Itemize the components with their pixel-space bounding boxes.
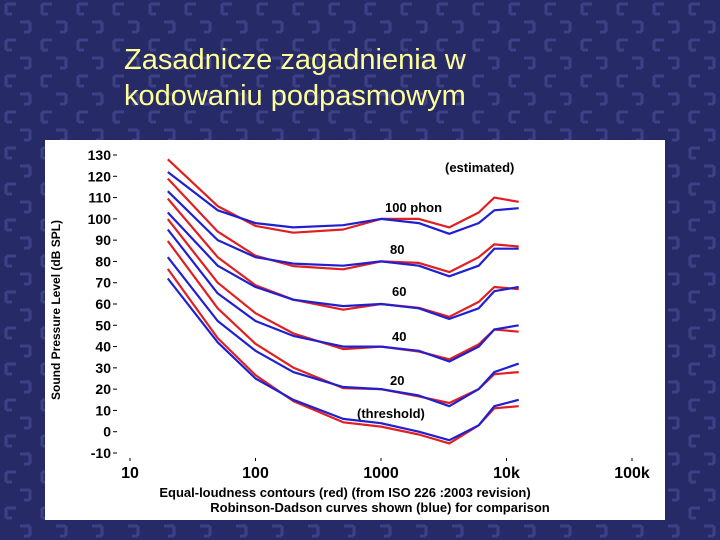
y-axis-label: Sound Pressure Level (dB SPL) (49, 220, 63, 400)
x-tick-label: 100 (242, 465, 269, 482)
y-tick-label: 70 (95, 275, 111, 291)
title-line: Zasadnicze zagadnienia w (124, 44, 466, 76)
caption: Robinson-Dadson curves shown (blue) for … (210, 500, 550, 515)
annotation: 40 (392, 329, 406, 344)
slide-title: Zasadnicze zagadnienia w kodowaniu podpa… (124, 42, 684, 114)
curve (166, 228, 519, 363)
annotation: (threshold) (357, 406, 425, 421)
curve (167, 171, 519, 235)
y-tick-label: 110 (88, 190, 111, 206)
curve (166, 256, 520, 408)
curve (167, 190, 519, 278)
annotation: 80 (390, 242, 404, 257)
x-tick-label: 10k (493, 465, 520, 482)
title-line: kodowaniu podpasmowym (124, 80, 466, 112)
chart: Sound Pressure Level (dB SPL) Equal-loud… (49, 147, 650, 515)
curve (166, 211, 519, 320)
curve (166, 277, 519, 442)
y-tick-label: 50 (95, 317, 111, 333)
caption: Equal-loudness contours (red) (from ISO … (159, 485, 530, 500)
x-tick-label: 100k (614, 465, 650, 482)
y-tick-label: 20 (95, 381, 111, 397)
y-tick-label: 130 (88, 147, 112, 163)
annotation: 100 phon (385, 200, 442, 215)
y-tick-label: 90 (95, 232, 111, 248)
y-tick-label: 120 (88, 168, 112, 184)
y-tick-label: 100 (88, 211, 112, 227)
y-tick-label: 10 (95, 402, 111, 418)
y-tick-label: 60 (95, 296, 111, 312)
annotation: 20 (390, 373, 404, 388)
annotation: 60 (392, 284, 406, 299)
x-tick-label: 10 (121, 465, 139, 482)
x-tick-label: 1000 (363, 465, 399, 482)
annotation: (estimated) (445, 160, 514, 175)
y-tick-label: 0 (103, 424, 111, 440)
y-tick-label: 40 (95, 339, 111, 355)
y-tick-label: -10 (91, 445, 111, 461)
y-tick-label: 30 (95, 360, 111, 376)
chart-panel (45, 140, 665, 520)
y-tick-label: 80 (95, 253, 111, 269)
